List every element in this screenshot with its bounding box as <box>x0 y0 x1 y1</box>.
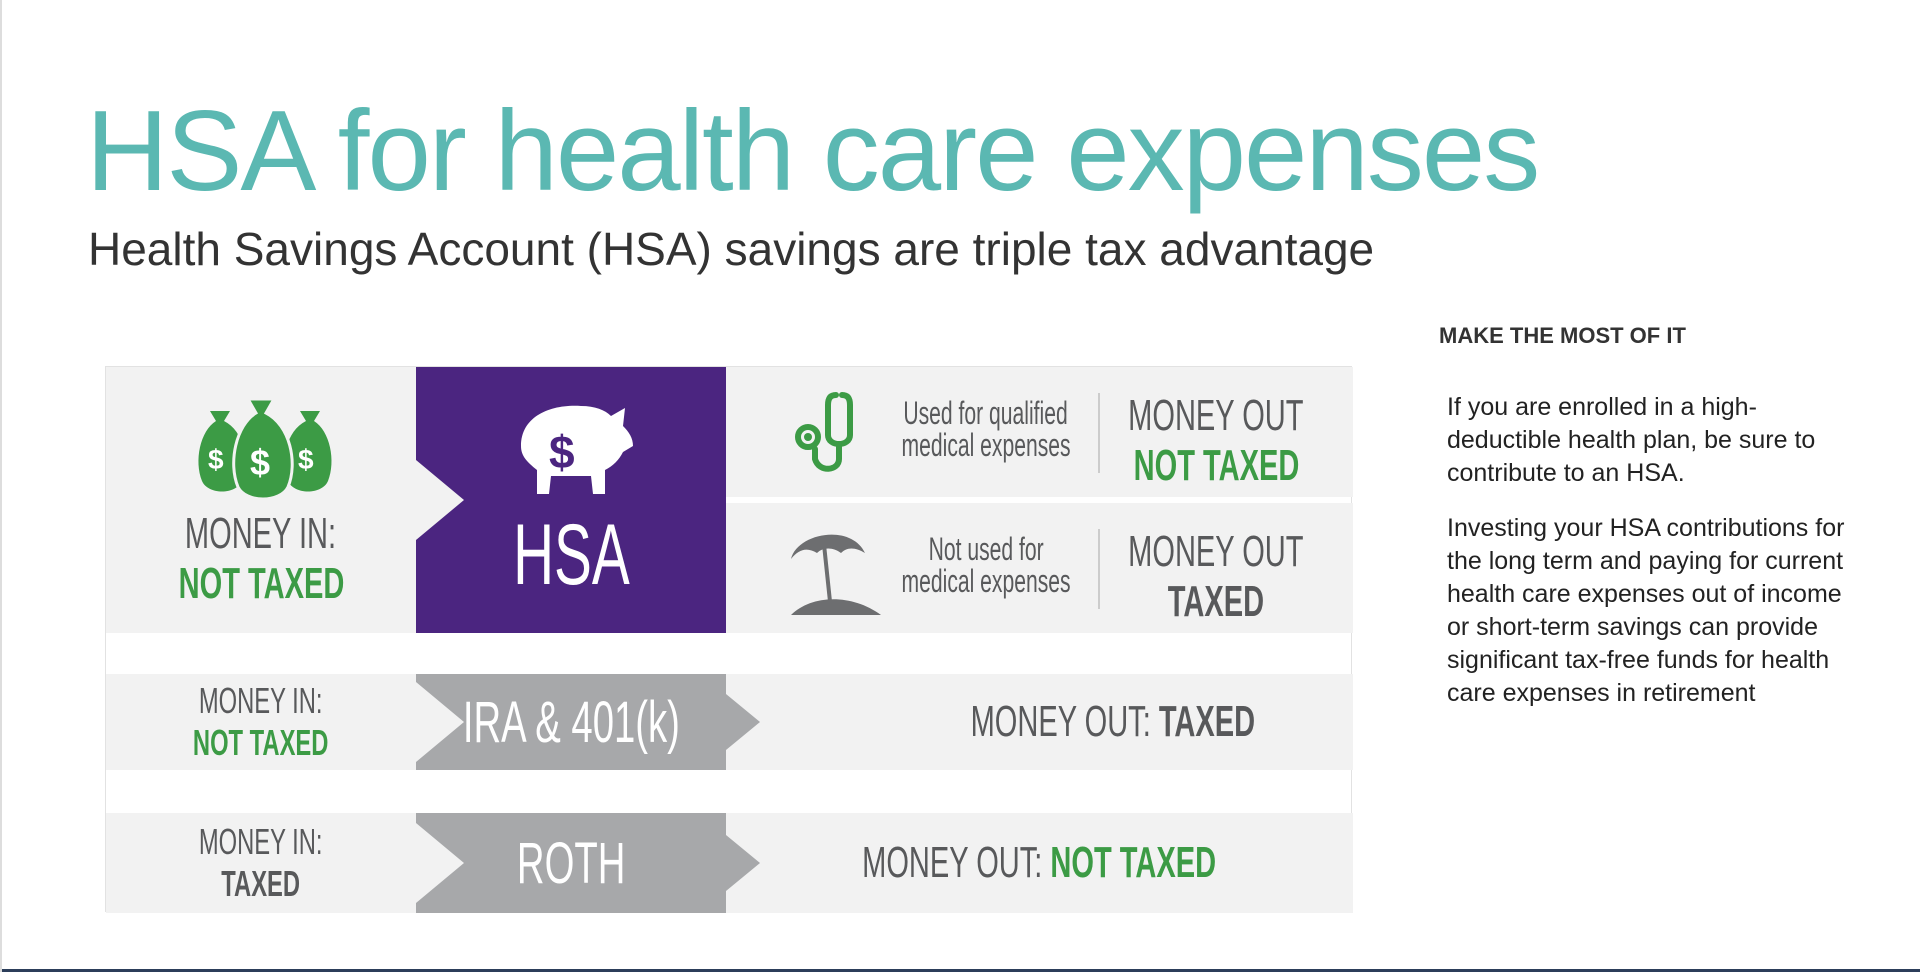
svg-text:$: $ <box>250 442 270 483</box>
arrow-in <box>416 460 464 540</box>
sidebar-heading: MAKE THE MOST OF IT <box>1439 323 1686 348</box>
money-out-status: TAXED <box>1167 577 1265 626</box>
infographic: $ $ $ MONEY IN: NOT TAXED $ HSA Used for q… <box>105 366 1353 913</box>
money-out-label: MONEY OUT: <box>862 838 1043 887</box>
page-subtitle: Health Savings Account (HSA) savings are… <box>88 223 1375 275</box>
money-in-label: MONEY IN: <box>199 680 323 721</box>
ira-label: IRA & 401(k) <box>462 689 680 755</box>
condition-line-1: Used for qualified <box>903 395 1069 431</box>
svg-text:$: $ <box>208 444 224 475</box>
arrow-in <box>416 682 464 762</box>
condition-line-2: medical expenses <box>901 427 1071 463</box>
money-in-status: NOT TAXED <box>178 559 344 608</box>
arrow-out <box>726 694 760 750</box>
sidebar-paragraph: If you are enrolled in a high-deductible… <box>1447 393 1816 487</box>
money-in-label: MONEY IN: <box>199 821 323 862</box>
divider <box>1098 529 1100 609</box>
piggy-bank-icon: $ <box>521 405 633 494</box>
arrow-out <box>726 835 760 891</box>
hsa-label: HSA <box>512 506 630 603</box>
beach-umbrella-icon <box>791 534 881 615</box>
money-out-status: TAXED <box>1158 697 1256 746</box>
money-in-status: NOT TAXED <box>193 722 329 763</box>
hsa-block: $ HSA <box>416 367 726 633</box>
condition-line-1: Not used for <box>928 531 1044 567</box>
money-in-status: TAXED <box>221 863 301 904</box>
roth-row: MONEY IN: TAXED ROTH MONEY OUT: NOT TAXE… <box>106 813 1353 913</box>
hsa-outcome-nonqualified: Not used for medical expenses MONEY OUT … <box>726 503 1353 633</box>
money-out-label: MONEY OUT <box>1128 527 1304 576</box>
money-bags-icon: $ $ $ <box>198 397 332 501</box>
hsa-money-in: $ $ $ MONEY IN: NOT TAXED <box>106 367 416 633</box>
hsa-outcome-qualified: Used for qualified medical expenses MONE… <box>726 367 1353 497</box>
page-title: HSA for health care expenses <box>86 88 1540 215</box>
ira-row: MONEY IN: NOT TAXED IRA & 401(k) MONEY O… <box>106 674 1353 770</box>
money-out-label: MONEY OUT <box>1128 391 1304 440</box>
roth-block: ROTH <box>416 813 726 913</box>
divider <box>1098 393 1100 473</box>
condition-line-2: medical expenses <box>901 563 1071 599</box>
arrow-in <box>416 823 464 903</box>
sidebar-paragraph: Investing your HSA contributions for the… <box>1447 514 1845 707</box>
svg-text:$: $ <box>549 426 575 478</box>
bottom-border <box>2 969 1920 972</box>
money-out-status: NOT TAXED <box>1050 838 1217 887</box>
money-out-label: MONEY OUT: <box>970 697 1151 746</box>
money-in-label: MONEY IN: <box>185 509 337 558</box>
stethoscope-icon <box>795 392 853 472</box>
svg-text:$: $ <box>298 444 314 475</box>
roth-label: ROTH <box>516 830 626 896</box>
money-out-status: NOT TAXED <box>1133 441 1299 490</box>
ira-block: IRA & 401(k) <box>416 674 726 770</box>
